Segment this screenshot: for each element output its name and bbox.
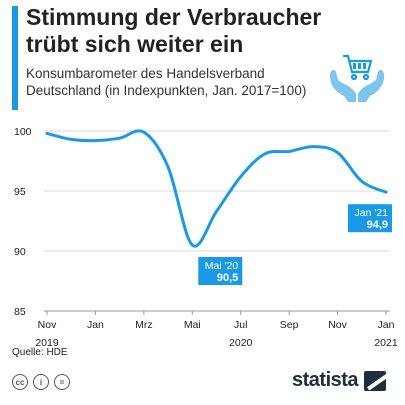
y-tick-label: 100 xyxy=(14,126,32,138)
chart-title: Stimmung der Verbraucher trübt sich weit… xyxy=(26,4,322,57)
y-tick-label: 95 xyxy=(14,186,26,198)
no-derivatives-icon[interactable]: = xyxy=(54,374,70,390)
x-tick-label: Jan xyxy=(378,319,395,331)
callout-value: 90,5 xyxy=(217,272,238,284)
callout-month: Mai '20 xyxy=(205,260,239,272)
x-tick-label: Jan xyxy=(87,319,104,331)
statista-mark-icon xyxy=(364,370,387,391)
y-tick-label: 85 xyxy=(14,306,26,318)
x-tick-label: Nov xyxy=(328,319,347,331)
y-tick-label: 90 xyxy=(14,246,26,258)
x-tick-label: Sep xyxy=(280,319,299,331)
statista-logo[interactable]: statista xyxy=(292,369,387,392)
title-accent-bar xyxy=(12,6,18,110)
line-chart: 100 95 90 85 Nov Jan Mrz Mai Jul Sep Nov Jan 2019 202… xyxy=(14,126,398,347)
source-note: Quelle: HDE xyxy=(12,347,68,358)
chart-subtitle: Konsumbarometer des Handelsverband Deuts… xyxy=(26,66,307,98)
shopping-cart-hands-icon xyxy=(330,54,384,102)
license-icons: cc i = xyxy=(12,374,70,392)
attribution-icon[interactable]: i xyxy=(33,374,49,390)
x-year-label: 2020 xyxy=(229,337,253,347)
cc-icon[interactable]: cc xyxy=(12,374,28,390)
brand-name: statista xyxy=(292,369,359,391)
x-tick-label: Mai xyxy=(184,319,201,331)
callout-month: Jan '21 xyxy=(354,207,388,219)
x-tick-label: Jul xyxy=(234,319,247,331)
series-line xyxy=(45,129,388,248)
x-tick-label: Nov xyxy=(38,319,57,331)
callout-box xyxy=(348,204,392,233)
x-year-label: 2019 xyxy=(35,337,59,347)
callout-value: 94,9 xyxy=(367,219,388,231)
callout-box xyxy=(198,257,243,285)
x-tick-label: Mrz xyxy=(135,319,153,331)
x-year-label: 2021 xyxy=(374,337,398,347)
